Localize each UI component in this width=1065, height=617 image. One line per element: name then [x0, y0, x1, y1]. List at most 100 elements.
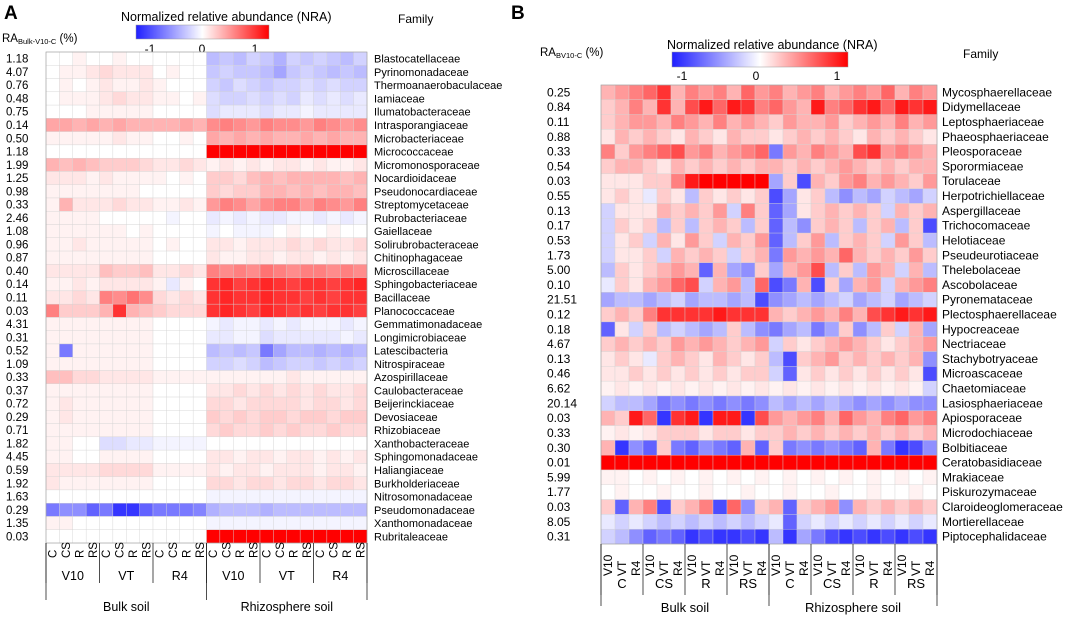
- heatmap-cell: [246, 303, 261, 318]
- heatmap-cell: [852, 158, 868, 175]
- heatmap-cell: [670, 114, 686, 130]
- heatmap-cell: [768, 247, 784, 263]
- heatmap-cell: [782, 114, 798, 130]
- column-label: V10: [685, 554, 699, 576]
- heatmap-cell: [852, 277, 868, 293]
- heatmap-cell: [179, 357, 194, 371]
- heatmap-cell: [712, 469, 728, 486]
- heatmap-cell: [166, 224, 181, 239]
- heatmap-cell: [628, 114, 644, 130]
- heatmap-cell: [59, 317, 74, 331]
- heatmap-cell: [740, 203, 756, 219]
- heatmap-cell: [85, 224, 100, 239]
- heatmap-cell: [313, 277, 328, 292]
- heatmap-cell: [852, 395, 868, 412]
- heatmap-cell: [614, 395, 630, 412]
- heatmap-cell: [894, 84, 910, 101]
- heatmap-cell: [726, 218, 742, 234]
- heatmap-cell: [139, 330, 154, 345]
- heatmap-cell: [726, 336, 742, 352]
- heatmap-cell: [179, 410, 194, 424]
- heatmap-cell: [726, 292, 742, 308]
- column-label: C: [101, 550, 113, 558]
- heatmap-cell: [894, 395, 910, 412]
- heatmap-cell: [85, 516, 100, 530]
- heatmap-cell: [219, 423, 234, 438]
- heatmap-cell: [894, 173, 910, 189]
- heatmap-cell: [45, 370, 60, 385]
- heatmap-cell: [712, 528, 728, 545]
- heatmap-cell: [72, 264, 87, 278]
- heatmap-cell: [45, 317, 60, 331]
- ra-value-label: 0.11: [6, 293, 28, 305]
- column-label: V10: [769, 554, 783, 576]
- heatmap-cell: [866, 395, 882, 412]
- heatmap-cell: [754, 514, 770, 530]
- heatmap-cell: [299, 303, 314, 318]
- heatmap-cell: [166, 171, 181, 185]
- heatmap-cell: [796, 454, 812, 471]
- heatmap-cell: [219, 197, 234, 212]
- heatmap-cell: [838, 425, 854, 441]
- heatmap-cell: [259, 264, 274, 278]
- heatmap-cell: [179, 78, 194, 93]
- heatmap-cell: [796, 218, 812, 234]
- heatmap-cell: [219, 277, 234, 292]
- heatmap-cell: [45, 529, 60, 544]
- heatmap-cell: [179, 171, 194, 185]
- group-label: CS: [655, 576, 673, 591]
- heatmap-cell: [340, 463, 354, 477]
- heatmap-cell: [642, 84, 658, 101]
- heatmap-cell: [353, 104, 368, 119]
- heatmap-cell: [112, 476, 127, 491]
- heatmap-cell: [299, 250, 314, 265]
- heatmap-cell: [740, 528, 756, 545]
- heatmap-cell: [206, 250, 221, 265]
- ra-value-label: 0.03: [547, 411, 571, 425]
- heatmap-cell: [642, 484, 658, 500]
- heatmap-cell: [353, 224, 368, 239]
- heatmap-cell: [45, 264, 60, 278]
- heatmap-cell: [179, 197, 194, 212]
- heatmap-cell: [259, 211, 274, 225]
- heatmap-cell: [299, 197, 314, 212]
- soil-label: Rhizosphere soil: [805, 600, 901, 615]
- heatmap-cell: [139, 144, 154, 159]
- heatmap-cell: [233, 423, 247, 438]
- heatmap-cell: [600, 425, 616, 441]
- heatmap-cell: [698, 528, 714, 545]
- ra-value-label: 0.50: [6, 133, 28, 145]
- panel-b-legend-title: Normalized relative abundance (NRA): [667, 38, 878, 52]
- panel-b-heatmap-grid: [600, 84, 938, 545]
- heatmap-cell: [353, 396, 368, 411]
- heatmap-cell: [313, 357, 328, 371]
- heatmap-cell: [340, 502, 354, 517]
- heatmap-cell: [313, 423, 328, 438]
- heatmap-cell: [139, 250, 154, 265]
- panel-a-heatmap-grid: [45, 51, 368, 544]
- family-label: Pyrinomonadaceae: [374, 67, 469, 79]
- heatmap-cell: [670, 440, 686, 456]
- heatmap-cell: [838, 158, 854, 175]
- heatmap-cell: [246, 290, 261, 305]
- heatmap-cell: [112, 104, 127, 119]
- column-label: RS: [195, 542, 207, 558]
- heatmap-cell: [273, 184, 288, 199]
- heatmap-cell: [299, 144, 314, 159]
- heatmap-cell: [782, 499, 798, 515]
- heatmap-cell: [628, 336, 644, 352]
- heatmap-cell: [326, 104, 341, 119]
- heatmap-cell: [768, 410, 784, 426]
- ra-value-label: 0.71: [6, 425, 28, 437]
- heatmap-cell: [894, 484, 910, 500]
- heatmap-cell: [353, 211, 368, 225]
- ra-value-label: 0.10: [547, 278, 571, 292]
- heatmap-cell: [192, 449, 207, 464]
- ra-value-label: 0.46: [547, 367, 571, 381]
- heatmap-cell: [166, 463, 181, 477]
- heatmap-cell: [259, 343, 274, 358]
- heatmap-cell: [259, 237, 274, 252]
- heatmap-cell: [192, 516, 207, 530]
- heatmap-cell: [206, 449, 221, 464]
- heatmap-cell: [99, 383, 114, 398]
